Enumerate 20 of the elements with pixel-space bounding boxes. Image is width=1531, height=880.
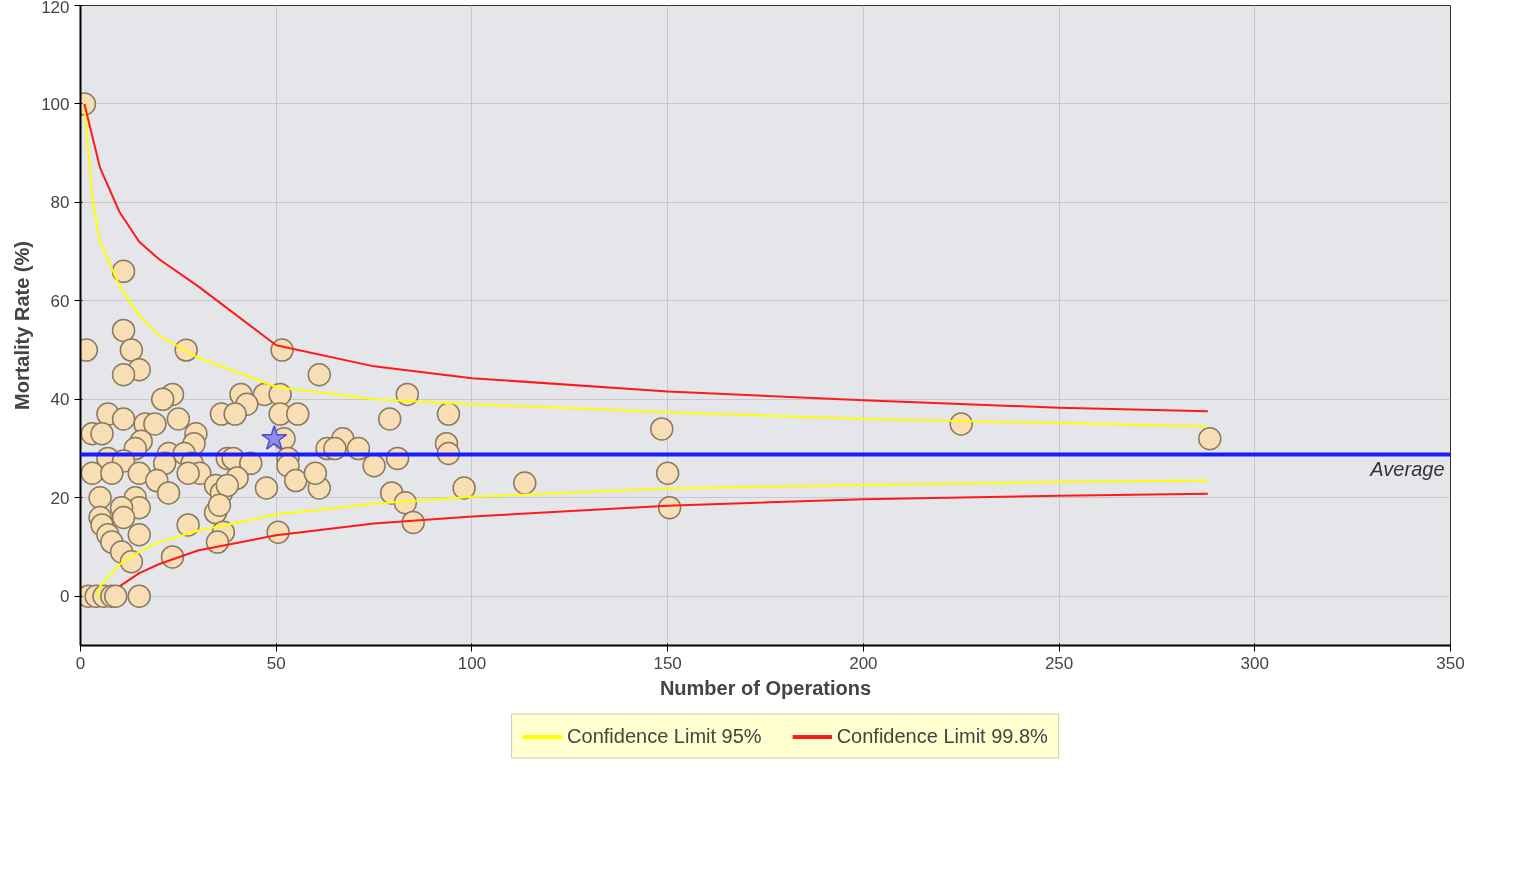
x-tick-label: 350 (1436, 653, 1465, 673)
y-axis-title: Mortality Rate (%) (11, 241, 34, 410)
y-tick-label: 40 (50, 390, 70, 410)
x-tick-label: 200 (849, 653, 878, 673)
y-tick-label: 120 (41, 0, 70, 17)
y-tick-label: 60 (50, 291, 70, 311)
y-tick-label: 0 (60, 587, 70, 607)
y-tick-label: 80 (50, 193, 70, 213)
legend-label: Confidence Limit 95% (567, 724, 762, 748)
x-tick-label: 150 (653, 653, 682, 673)
y-tick-label: 20 (50, 488, 70, 508)
x-tick-label: 50 (266, 653, 286, 673)
legend-label: Confidence Limit 99.8% (836, 724, 1048, 748)
y-tick-label: 100 (41, 94, 70, 114)
x-tick-label: 0 (75, 653, 86, 673)
x-tick-label: 300 (1240, 653, 1269, 673)
ref-line-label: Average (1369, 458, 1445, 481)
x-axis-title: Number of Operations (659, 676, 872, 699)
x-tick-label: 100 (457, 653, 487, 673)
x-tick-label: 250 (1044, 653, 1074, 673)
